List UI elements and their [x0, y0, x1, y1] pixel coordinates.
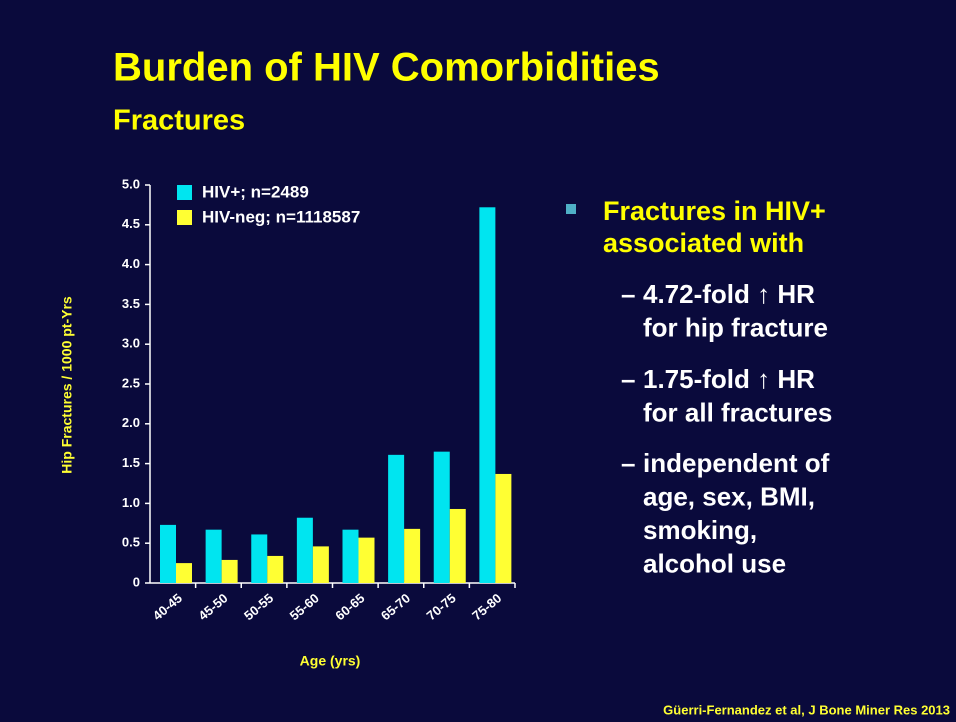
sub-bullet-text: for all fractures [643, 397, 832, 427]
bar [296, 517, 313, 583]
bar [267, 555, 284, 583]
sub-bullet-text: independent of [643, 448, 830, 478]
y-tick-label: 0 [133, 574, 140, 589]
slide-subtitle: Fractures [113, 105, 245, 137]
sub-bullet-text: for hip fracture [643, 312, 828, 342]
legend-swatch [177, 210, 192, 225]
y-tick-label: 1.5 [122, 455, 140, 470]
sub-bullet-text: 4.72-fold ↑ HR [643, 279, 815, 309]
bar [160, 524, 176, 583]
y-tick-label: 1.0 [122, 495, 140, 510]
sub-bullet-text: 1.75-fold ↑ HR [643, 364, 815, 394]
bar [388, 454, 405, 583]
bar [495, 473, 512, 583]
bar [251, 534, 268, 583]
sub-bullet-text: alcohol use [643, 548, 786, 578]
y-tick-label: 4.0 [122, 256, 140, 271]
bar [404, 528, 421, 583]
bar [433, 451, 450, 583]
bar [449, 508, 466, 583]
bar [205, 529, 222, 583]
sub-bullet-dash: – [621, 279, 635, 309]
slide-title: Burden of HIV Comorbidities [113, 46, 660, 90]
y-axis-title: Hip Fractures / 1000 pt-Yrs [59, 296, 75, 474]
y-tick-label: 3.0 [122, 336, 140, 351]
sub-bullet-dash: – [621, 448, 635, 478]
sub-bullet-text: age, sex, BMI, [643, 481, 815, 511]
y-tick-label: 4.5 [122, 216, 140, 231]
y-tick-label: 2.5 [122, 375, 140, 390]
bar [221, 559, 238, 583]
y-tick-label: 0.5 [122, 535, 140, 550]
sub-bullet-text: smoking, [643, 515, 757, 545]
bar [176, 563, 192, 583]
citation: Güerri-Fernandez et al, J Bone Miner Res… [663, 702, 950, 717]
bullet-text: associated with [603, 228, 804, 258]
y-tick-label: 3.5 [122, 296, 140, 311]
bar [342, 529, 359, 583]
sub-bullet-dash: – [621, 364, 635, 394]
legend-swatch [177, 185, 192, 200]
legend-label: HIV+; n=2489 [202, 182, 309, 201]
bullet-marker [566, 204, 576, 214]
bar [358, 537, 375, 583]
x-axis-title: Age (yrs) [300, 653, 361, 669]
bar [479, 207, 496, 583]
bullet-text: Fractures in HIV+ [603, 196, 826, 226]
legend-label: HIV-neg; n=1118587 [202, 207, 360, 226]
y-tick-label: 5.0 [122, 176, 140, 191]
bar [312, 546, 329, 583]
y-tick-label: 2.0 [122, 415, 140, 430]
